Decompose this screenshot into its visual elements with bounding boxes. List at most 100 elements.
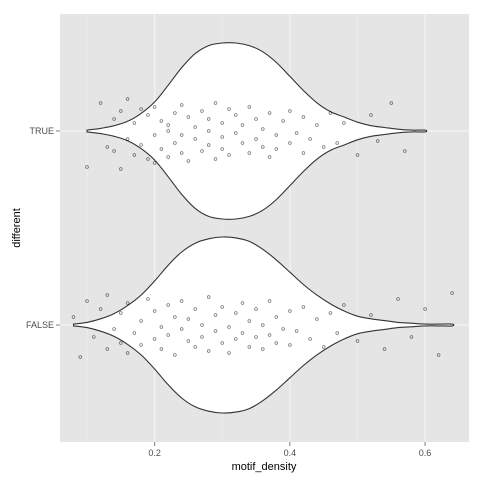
data-point <box>274 315 279 319</box>
data-point <box>254 137 258 141</box>
x-tick-label: 0.2 <box>148 448 161 458</box>
data-point <box>328 111 333 115</box>
data-point <box>220 147 224 151</box>
x-tick-label: 0.6 <box>419 448 432 458</box>
data-point <box>112 117 116 121</box>
data-point <box>105 145 110 149</box>
data-point <box>206 117 211 121</box>
data-point <box>159 119 164 123</box>
data-point <box>267 155 272 159</box>
violin-true <box>86 42 428 220</box>
data-point <box>152 337 157 341</box>
violins <box>72 42 455 414</box>
data-point <box>288 141 292 145</box>
data-point <box>119 341 123 345</box>
data-point <box>119 167 123 171</box>
data-point <box>119 109 123 113</box>
data-point <box>98 101 103 105</box>
data-point <box>213 157 218 161</box>
data-point <box>139 343 143 347</box>
data-point <box>146 297 150 301</box>
data-point <box>369 313 373 317</box>
data-point <box>247 345 252 349</box>
data-point <box>261 127 265 131</box>
data-point <box>152 309 157 313</box>
data-point <box>166 303 170 307</box>
data-point <box>186 159 191 163</box>
data-point <box>389 101 394 105</box>
jitter-points <box>71 97 454 359</box>
data-point <box>132 331 137 335</box>
data-point <box>125 137 130 141</box>
data-point <box>193 307 197 311</box>
data-point <box>227 153 231 157</box>
y-axis-title: different <box>11 208 23 248</box>
data-point <box>166 155 170 159</box>
data-point <box>261 323 265 327</box>
y-axis: TRUE FALSE <box>26 126 60 330</box>
data-point <box>186 317 191 321</box>
data-point <box>166 123 170 127</box>
x-axis: 0.2 0.4 0.6 <box>148 442 431 458</box>
data-point <box>261 145 265 149</box>
data-point <box>173 111 177 115</box>
data-point <box>321 345 326 349</box>
data-point <box>355 153 360 157</box>
data-point <box>274 147 279 151</box>
data-point <box>274 341 279 345</box>
data-point <box>281 119 285 123</box>
data-point <box>355 339 360 343</box>
data-point <box>179 103 184 107</box>
data-point <box>92 335 96 339</box>
data-point <box>382 347 387 351</box>
data-point <box>315 317 319 321</box>
data-point <box>436 353 441 357</box>
data-point <box>321 145 326 149</box>
data-point <box>220 305 224 309</box>
data-point <box>274 133 279 137</box>
data-point <box>220 341 224 345</box>
data-point <box>105 347 110 351</box>
data-point <box>193 137 197 141</box>
data-point <box>342 303 346 307</box>
data-point <box>213 329 218 333</box>
data-point <box>227 107 231 111</box>
data-point <box>220 121 224 125</box>
data-point <box>206 143 211 147</box>
data-point <box>78 355 83 359</box>
data-point <box>369 113 373 117</box>
y-tick-label: FALSE <box>26 320 54 330</box>
data-point <box>139 143 143 147</box>
data-point <box>206 129 211 133</box>
data-point <box>288 309 292 313</box>
data-point <box>234 131 238 135</box>
data-point <box>308 137 312 141</box>
data-point <box>159 325 164 329</box>
data-point <box>146 113 150 117</box>
data-point <box>301 115 306 119</box>
data-point <box>288 109 292 113</box>
data-point <box>206 349 211 353</box>
data-point <box>227 351 231 355</box>
data-point <box>247 151 252 155</box>
data-point <box>193 345 197 349</box>
data-point <box>267 333 272 337</box>
data-point <box>125 351 130 355</box>
data-point <box>98 307 103 311</box>
data-point <box>267 111 272 115</box>
data-point <box>335 331 339 335</box>
data-point <box>254 307 258 311</box>
data-point <box>234 113 238 117</box>
data-point <box>403 149 407 153</box>
data-point <box>159 147 164 151</box>
data-point <box>85 299 89 303</box>
data-point <box>267 299 272 303</box>
data-point <box>125 301 130 305</box>
data-point <box>193 125 197 129</box>
data-point <box>240 123 245 127</box>
data-point <box>173 141 177 145</box>
data-point <box>71 315 76 319</box>
data-point <box>200 109 204 113</box>
data-point <box>146 157 150 161</box>
